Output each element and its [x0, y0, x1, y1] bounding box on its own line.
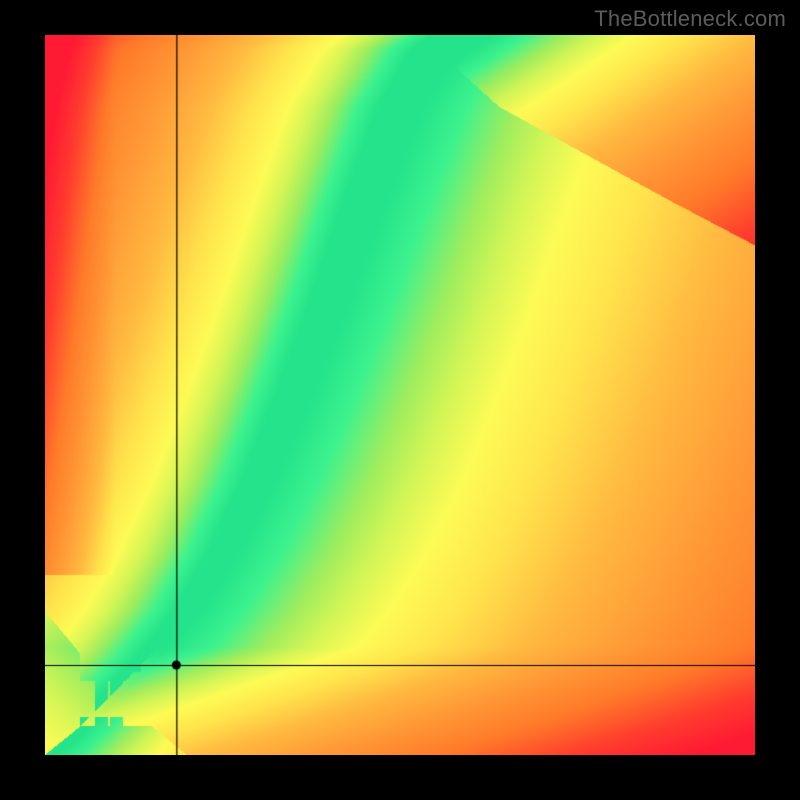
chart-container: TheBottleneck.com	[0, 0, 800, 800]
watermark-text: TheBottleneck.com	[594, 6, 786, 32]
heatmap-canvas	[45, 35, 755, 755]
